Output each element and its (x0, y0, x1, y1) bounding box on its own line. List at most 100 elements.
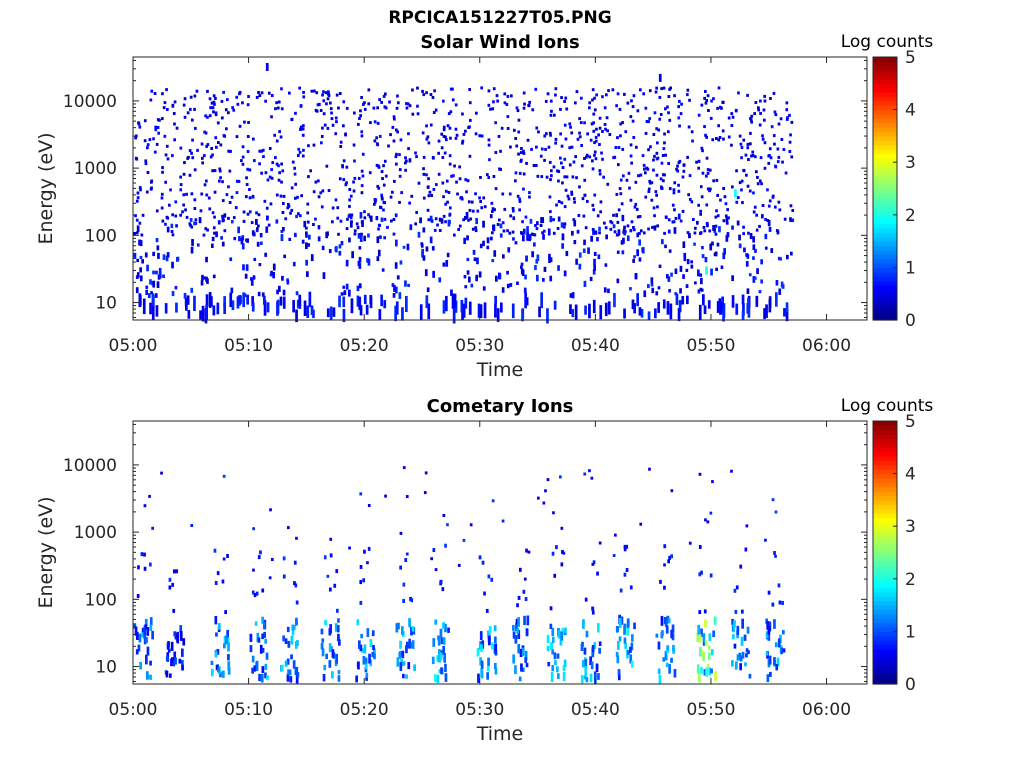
heatmap-cell (574, 304, 578, 320)
heatmap-cell (156, 245, 160, 251)
heatmap-cell (672, 644, 675, 652)
heatmap-cell (564, 627, 567, 634)
heatmap-cell (697, 203, 700, 207)
heatmap-cell (410, 598, 414, 603)
heatmap-cell (227, 654, 230, 661)
colorbar-segment (873, 513, 897, 519)
heatmap-cell (224, 610, 227, 615)
heatmap-cell (138, 239, 141, 246)
heatmap-cell (247, 121, 250, 124)
heatmap-cell (615, 192, 619, 196)
heatmap-cell (766, 188, 769, 192)
heatmap-cell (360, 633, 363, 639)
heatmap-cell (524, 215, 528, 219)
heatmap-cell (751, 154, 755, 157)
heatmap-cell (571, 292, 575, 299)
heatmap-cell (248, 210, 252, 214)
heatmap-cell (701, 254, 705, 259)
heatmap-cell (711, 241, 714, 246)
heatmap-cell (491, 259, 495, 263)
heatmap-cell (339, 219, 343, 223)
heatmap-cell (584, 666, 588, 676)
heatmap-cell (265, 63, 269, 71)
heatmap-cell (307, 144, 310, 148)
heatmap-cell (514, 179, 517, 183)
heatmap-cell (379, 235, 382, 239)
heatmap-cell (152, 270, 155, 275)
heatmap-cell (726, 232, 730, 238)
heatmap-cell (420, 242, 424, 246)
heatmap-cell (754, 155, 757, 159)
heatmap-cell (582, 214, 586, 218)
heatmap-cell (205, 179, 208, 183)
heatmap-cell (623, 308, 626, 319)
heatmap-cell (598, 169, 602, 173)
heatmap-cell (251, 590, 255, 595)
heatmap-cell (293, 172, 297, 176)
heatmap-cell (618, 107, 622, 111)
heatmap-cell (756, 182, 760, 186)
heatmap-cell (618, 187, 622, 191)
heatmap-cell (520, 147, 523, 150)
heatmap-cell (570, 145, 574, 149)
heatmap-cell (358, 263, 362, 269)
heatmap-cell (611, 88, 615, 92)
heatmap-cell (593, 96, 596, 100)
heatmap-cell (613, 293, 616, 308)
heatmap-cell (591, 167, 595, 171)
heatmap-cell (175, 126, 179, 130)
heatmap-cell (775, 664, 779, 671)
heatmap-cell (190, 246, 194, 254)
heatmap-cell (208, 97, 212, 101)
heatmap-cell (359, 565, 363, 569)
heatmap-cell (486, 665, 490, 672)
heatmap-cell (181, 660, 184, 665)
heatmap-cell (203, 154, 206, 158)
heatmap-cell (747, 158, 750, 161)
heatmap-cell (738, 243, 742, 249)
heatmap-cell (227, 149, 230, 153)
heatmap-cell (363, 235, 366, 242)
heatmap-cell (280, 180, 283, 184)
heatmap-cell (302, 124, 305, 128)
heatmap-cell (625, 178, 629, 182)
colorbar-segment (873, 539, 897, 545)
heatmap-cell (373, 202, 376, 206)
heatmap-cell (337, 232, 340, 236)
heatmap-cell (456, 192, 459, 196)
heatmap-cell (235, 95, 239, 99)
heatmap-cell (470, 200, 474, 204)
heatmap-cell (591, 562, 595, 566)
heatmap-cell (517, 630, 521, 639)
heatmap-cell (492, 175, 496, 178)
heatmap-cell (774, 205, 777, 209)
heatmap-cell (213, 231, 216, 235)
heatmap-cell (377, 165, 381, 169)
heatmap-cell (482, 286, 486, 291)
heatmap-cell (746, 253, 750, 259)
heatmap-cell (236, 102, 240, 106)
heatmap-cell (454, 103, 458, 107)
heatmap-cell (213, 169, 217, 173)
heatmap-cell (205, 193, 209, 197)
heatmap-cell (659, 579, 662, 584)
heatmap-cell (315, 109, 319, 113)
heatmap-cell (395, 106, 399, 110)
heatmap-cell (590, 122, 594, 126)
heatmap-cell (522, 106, 526, 110)
heatmap-cell (149, 660, 152, 666)
heatmap-cell (209, 106, 212, 110)
heatmap-cell (290, 208, 294, 212)
colorbar-segment (873, 298, 897, 304)
heatmap-cell (306, 271, 309, 277)
heatmap-cell (327, 189, 331, 192)
heatmap-cell (494, 663, 497, 669)
heatmap-cell (687, 193, 690, 197)
heatmap-cell (746, 146, 750, 150)
heatmap-cell (448, 220, 451, 225)
heatmap-cell (583, 239, 586, 246)
heatmap-cell (704, 619, 707, 628)
heatmap-cell (698, 610, 702, 615)
heatmap-cell (451, 98, 455, 102)
heatmap-cell (709, 573, 713, 578)
